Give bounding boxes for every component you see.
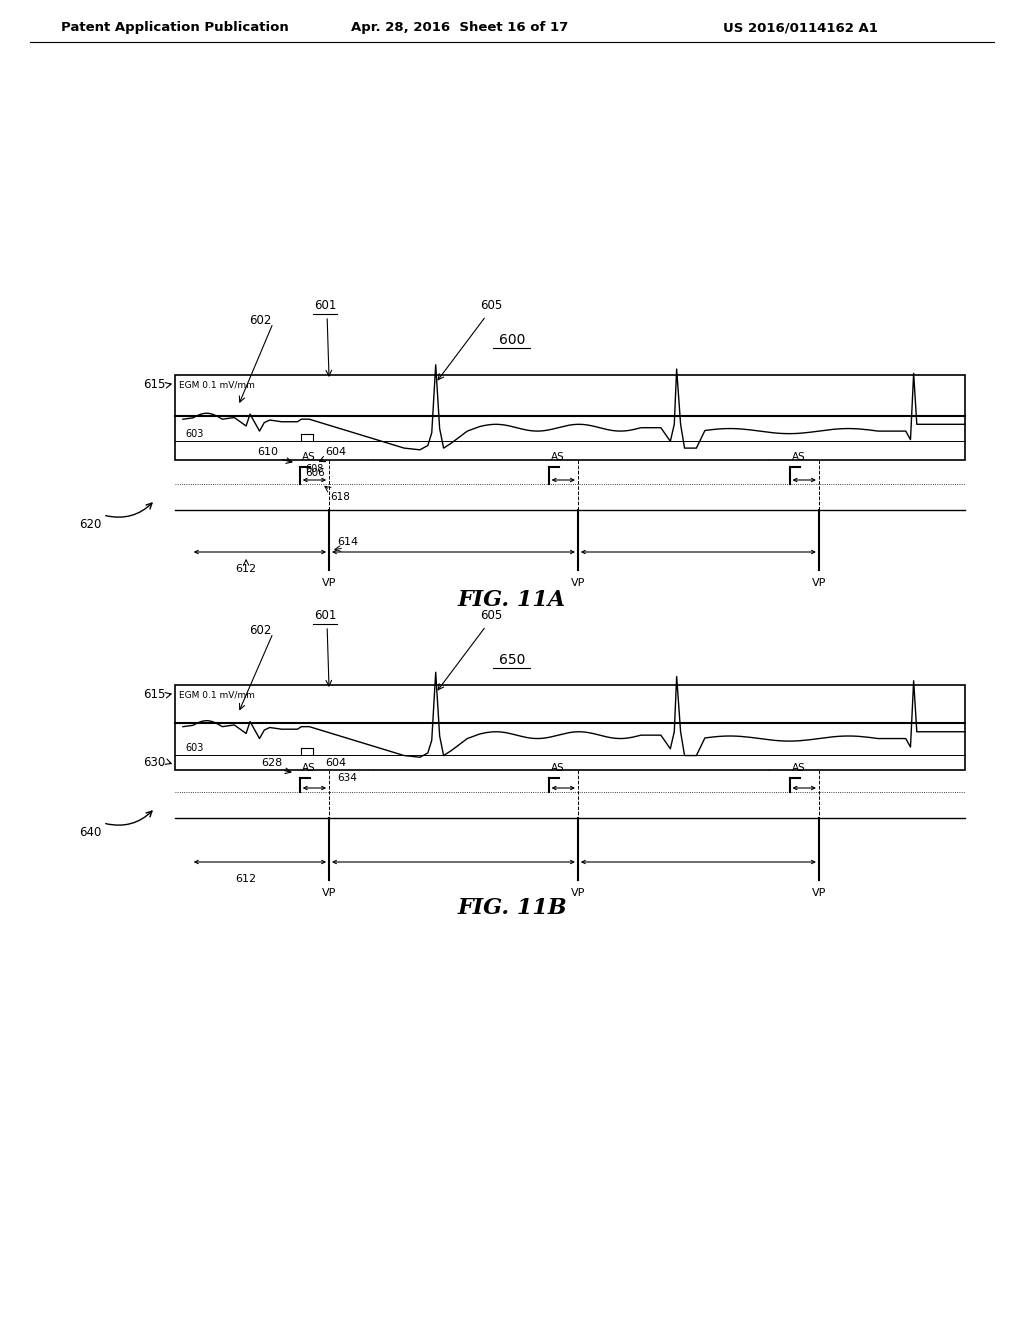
Text: VP: VP [812,888,826,898]
Text: US 2016/0114162 A1: US 2016/0114162 A1 [723,21,878,34]
Text: 605: 605 [480,300,502,312]
Text: 600: 600 [499,333,525,347]
Text: 603: 603 [185,429,204,440]
Text: 618: 618 [330,492,349,502]
Text: AS: AS [302,763,315,774]
Text: 601: 601 [314,609,336,622]
Text: EGM 0.1 mV/mm: EGM 0.1 mV/mm [179,690,255,700]
Text: VP: VP [570,578,585,587]
Text: 602: 602 [249,623,271,636]
Text: 640: 640 [79,826,101,840]
Text: 650: 650 [499,653,525,667]
Text: 610: 610 [257,447,279,457]
Text: 628: 628 [261,758,283,768]
Text: 606: 606 [305,469,325,478]
Text: AS: AS [302,451,315,462]
Text: 634: 634 [337,774,357,783]
Bar [175,375,965,459]
Text: EGM 0.1 mV/mm: EGM 0.1 mV/mm [179,380,255,389]
Text: 601: 601 [314,300,336,312]
Text: 604: 604 [325,758,346,768]
Text: AS: AS [551,763,564,774]
Text: 602: 602 [249,314,271,326]
Text: 630: 630 [142,755,165,768]
Text: 604: 604 [325,447,346,457]
Text: FIG. 11A: FIG. 11A [458,589,566,611]
Text: 615: 615 [142,379,165,392]
Text: 612: 612 [236,874,257,884]
Text: VP: VP [322,888,336,898]
Text: VP: VP [322,578,336,587]
Text: AS: AS [551,451,564,462]
Text: 612: 612 [236,564,257,574]
Bar [175,685,965,770]
Text: Patent Application Publication: Patent Application Publication [61,21,289,34]
Text: VP: VP [570,888,585,898]
Text: VP: VP [812,578,826,587]
Text: 620: 620 [79,519,101,532]
Text: 605: 605 [480,609,502,622]
Text: 615: 615 [142,689,165,701]
Text: 614: 614 [337,537,358,546]
Text: AS: AS [792,763,805,774]
Text: AS: AS [792,451,805,462]
Text: FIG. 11B: FIG. 11B [457,898,567,919]
Text: 603: 603 [185,743,204,752]
Text: Apr. 28, 2016  Sheet 16 of 17: Apr. 28, 2016 Sheet 16 of 17 [351,21,568,34]
Text: 608: 608 [305,465,324,474]
